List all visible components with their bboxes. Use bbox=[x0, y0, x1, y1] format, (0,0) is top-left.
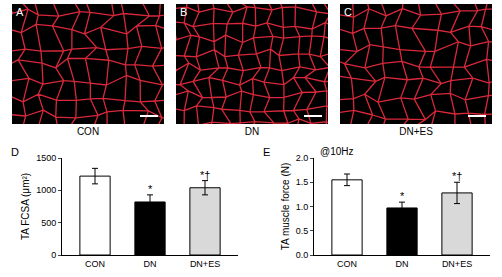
svg-text:*: * bbox=[400, 190, 405, 202]
html-text:C: C bbox=[344, 6, 352, 18]
svg-text:*†: *† bbox=[200, 169, 210, 181]
svg-text:0: 0 bbox=[51, 250, 56, 260]
html-text:B: B bbox=[180, 6, 188, 18]
svg-text:E: E bbox=[263, 146, 270, 158]
svg-text:DN+ES: DN+ES bbox=[190, 259, 220, 269]
svg-text:2.0: 2.0 bbox=[296, 153, 309, 163]
svg-text:*†: *† bbox=[452, 170, 462, 182]
svg-text:1500: 1500 bbox=[36, 153, 56, 163]
svg-text:DN: DN bbox=[396, 259, 409, 269]
html-text:CON: CON bbox=[76, 126, 100, 137]
svg-text:CON: CON bbox=[337, 259, 357, 269]
svg-text:1000: 1000 bbox=[36, 185, 56, 195]
svg-text:0.0: 0.0 bbox=[296, 250, 309, 260]
svg-text:0.5: 0.5 bbox=[296, 226, 309, 236]
svg-text:1.0: 1.0 bbox=[296, 202, 309, 212]
svg-text:TA FCSA (μm²): TA FCSA (μm²) bbox=[20, 173, 31, 240]
html-text:DN: DN bbox=[244, 126, 260, 137]
svg-text:CON: CON bbox=[85, 259, 105, 269]
html-text:A: A bbox=[16, 6, 24, 18]
svg-text:500: 500 bbox=[41, 218, 56, 228]
svg-text:@10Hz: @10Hz bbox=[320, 146, 354, 157]
svg-text:TA muscle force (N): TA muscle force (N) bbox=[280, 163, 291, 251]
svg-text:D: D bbox=[11, 146, 19, 158]
svg-text:DN: DN bbox=[144, 259, 157, 269]
html-text:DN+ES: DN+ES bbox=[399, 126, 433, 137]
svg-text:*: * bbox=[148, 183, 153, 195]
svg-text:1.5: 1.5 bbox=[296, 177, 309, 187]
svg-text:DN+ES: DN+ES bbox=[442, 259, 472, 269]
